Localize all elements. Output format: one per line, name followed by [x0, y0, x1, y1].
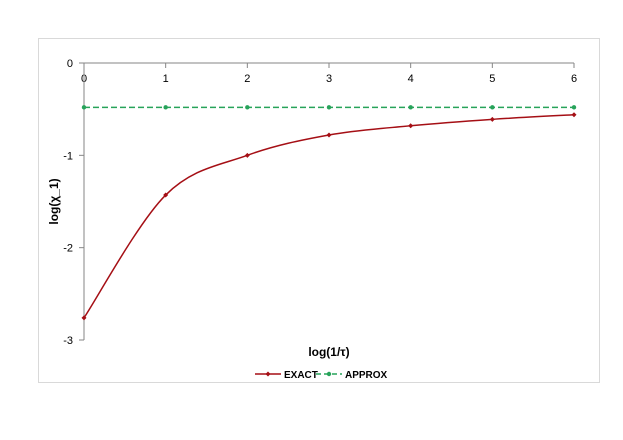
legend-marker-approx	[326, 371, 332, 377]
data-point-approx	[163, 105, 168, 110]
data-point-approx	[490, 105, 495, 110]
data-point-exact	[489, 116, 495, 122]
y-tick-label: 0	[67, 58, 73, 70]
data-point-exact	[326, 132, 332, 138]
x-tick-label: 1	[163, 73, 169, 85]
chart-frame	[38, 38, 600, 383]
legend-label-exact: EXACT	[284, 370, 318, 381]
data-point-approx	[571, 105, 577, 110]
data-point-exact	[163, 192, 169, 198]
series-line-exact	[83, 113, 575, 319]
x-tick-label: 6	[571, 73, 577, 85]
y-axis-title: log(χ_1)	[47, 178, 61, 224]
x-tick-label: 2	[244, 73, 250, 85]
chart-legend: EXACT APPROX	[255, 370, 388, 381]
y-tick-label: -1	[63, 150, 73, 162]
legend-marker-exact	[265, 371, 271, 377]
legend-label-approx: APPROX	[345, 370, 388, 381]
data-point-exact	[244, 152, 250, 158]
data-point-approx	[408, 105, 413, 110]
x-axis-title: log(1/τ)	[308, 345, 349, 359]
data-point-approx	[81, 105, 87, 110]
x-tick-label: 4	[408, 73, 414, 85]
data-point-approx	[326, 105, 332, 110]
data-point-exact	[81, 315, 87, 321]
y-tick-label: -3	[63, 335, 73, 347]
data-point-exact	[571, 112, 577, 118]
data-point-exact	[408, 123, 414, 129]
x-tick-label: 3	[326, 73, 332, 85]
x-tick-label: 5	[489, 73, 495, 85]
y-tick-label: -2	[63, 243, 73, 255]
data-point-approx	[245, 105, 250, 110]
